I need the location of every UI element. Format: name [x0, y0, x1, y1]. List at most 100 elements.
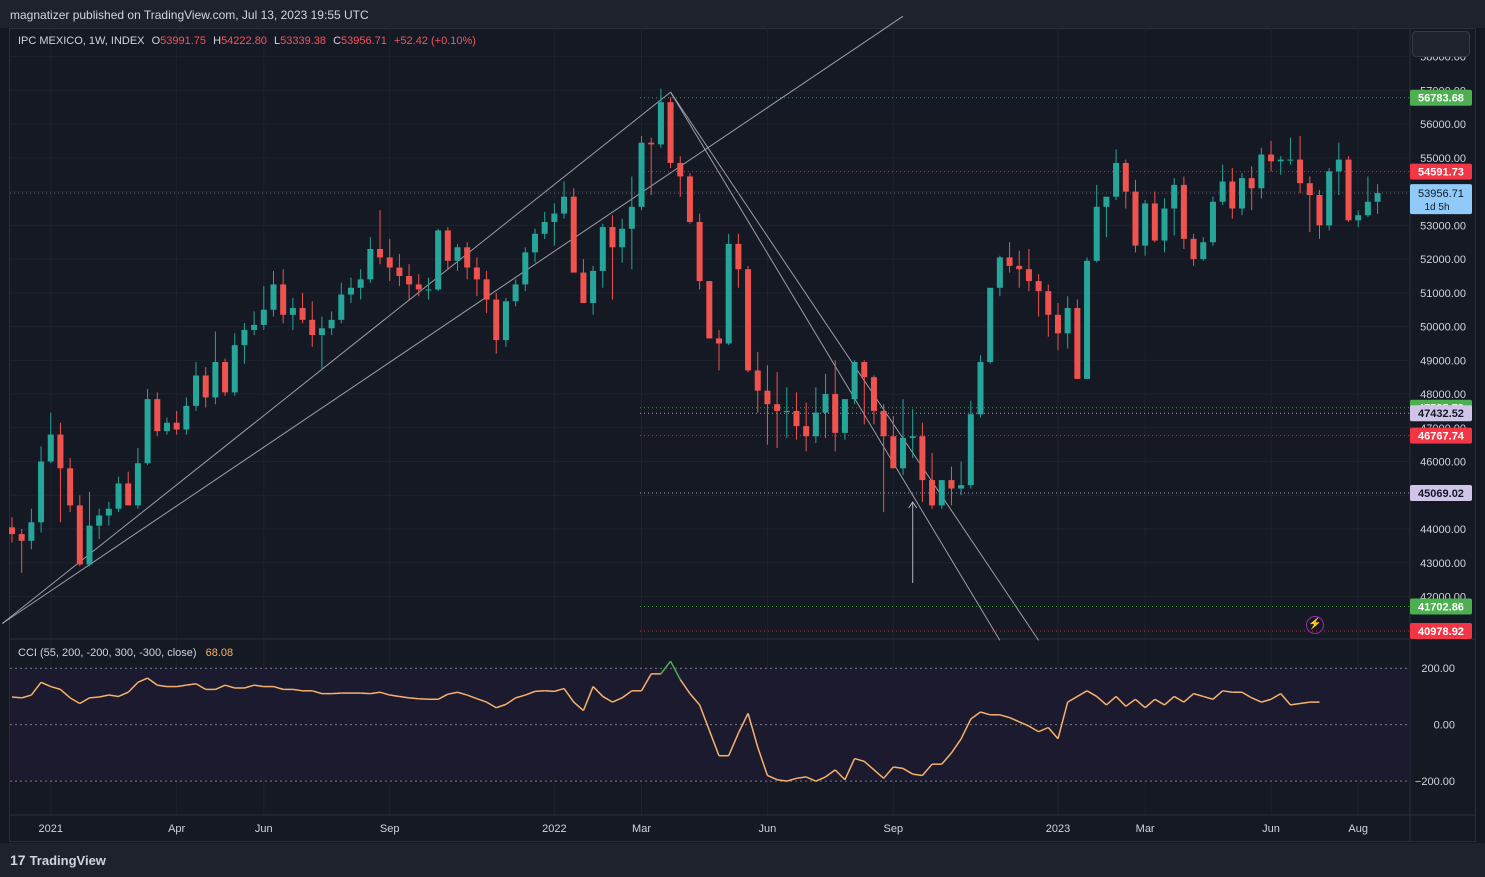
price-tick-label: 50000.00 [1420, 322, 1466, 334]
price-tick-label: 43000.00 [1420, 558, 1466, 570]
candle-body [454, 247, 461, 261]
candle-body [502, 301, 509, 341]
candle-body [1287, 159, 1294, 161]
candle-body [357, 279, 364, 288]
time-tick-label: 2021 [38, 823, 62, 835]
cci-value: 68.08 [205, 647, 234, 659]
time-tick-label: Sep [884, 823, 904, 835]
cci-segment [147, 677, 158, 686]
cci-segment [1057, 701, 1069, 739]
candle-body [822, 394, 829, 413]
cci-segment [69, 697, 81, 705]
cci-segment [99, 694, 109, 698]
cci-segment [1222, 690, 1233, 693]
candle-body [309, 319, 316, 336]
price-tick-label: 56000.00 [1420, 119, 1466, 131]
candle-body [1374, 193, 1381, 202]
cci-segment [640, 673, 652, 692]
cci-segment [224, 684, 235, 689]
candle-body [1277, 159, 1284, 162]
cci-segment [796, 776, 807, 780]
candle-body [396, 267, 403, 276]
cci-segment [573, 701, 584, 712]
cci-segment [669, 660, 681, 680]
candle-body [531, 233, 538, 253]
candle-body [551, 213, 558, 222]
candle-body [144, 399, 151, 464]
candle-body [115, 483, 122, 509]
candle-body [1219, 181, 1226, 202]
price-badge [1410, 484, 1472, 501]
cci-segment [486, 701, 497, 709]
price-tick-label: 51000.00 [1420, 288, 1466, 300]
candle-body [183, 405, 190, 430]
candle-body [1200, 242, 1207, 260]
candle-body [57, 434, 64, 469]
cci-segment [1290, 702, 1301, 706]
candle-body [1006, 257, 1013, 266]
cci-segment [1193, 692, 1204, 698]
cci-segment [960, 718, 972, 740]
price-tick-label: 48000.00 [1420, 389, 1466, 401]
candle-body [1142, 203, 1149, 246]
candle-body [648, 142, 655, 145]
candle-body [173, 422, 180, 430]
cci-segment [728, 732, 740, 757]
cci-segment [137, 677, 148, 684]
price-badge-text: 56783.68 [1418, 93, 1464, 105]
cci-segment [660, 660, 672, 675]
candle-body [1074, 308, 1081, 379]
price-badge [1410, 622, 1472, 639]
cci-segment [1028, 725, 1039, 733]
cci-segment [1183, 693, 1195, 703]
cci-segment [389, 694, 400, 698]
symbol-legend[interactable]: IPC MEXICO, 1W, INDEX O53991.75 H54222.8… [18, 35, 476, 47]
cci-segment [970, 711, 981, 720]
candle-body [561, 196, 568, 214]
candle-body [1355, 215, 1362, 221]
cci-segment [59, 688, 71, 699]
cci-segment [476, 698, 487, 703]
candle-body [1122, 162, 1129, 192]
cci-segment [854, 757, 865, 763]
candle-body [251, 324, 258, 330]
candle-body [222, 362, 229, 393]
cci-legend[interactable]: CCI (55, 200, -200, 300, -300, close) 68… [18, 647, 233, 659]
candle-body [28, 522, 35, 541]
candle-body [1316, 195, 1323, 226]
lightning-icon[interactable]: ⚡ [1306, 616, 1324, 634]
candle-body [570, 196, 577, 273]
candle-body [745, 269, 752, 371]
candle-body [338, 294, 345, 320]
candle-body [1345, 159, 1352, 221]
cci-segment [612, 697, 623, 703]
candle-body [958, 485, 965, 489]
cci-segment [873, 769, 885, 779]
cci-segment [737, 713, 749, 734]
cci-segment [805, 776, 817, 782]
candle-body [580, 272, 587, 303]
cci-segment [418, 697, 429, 701]
candle-body [318, 328, 325, 336]
candle-body [67, 468, 74, 506]
close-label: C [333, 35, 342, 47]
cci-segment [1067, 695, 1078, 703]
price-labels: 56783.6854591.7347595.7947432.5246767.74… [1410, 89, 1472, 639]
cci-segment [1299, 701, 1310, 705]
candle-body [735, 243, 742, 270]
candle-body [464, 247, 471, 268]
candle-body [406, 275, 413, 285]
cci-segment [582, 686, 594, 711]
cci-segment [312, 690, 323, 695]
cci-segment [89, 696, 100, 699]
chart-settings-button[interactable] [1412, 31, 1470, 57]
candle-body [1335, 159, 1342, 172]
cci-segment [1076, 690, 1088, 698]
candle-body [1209, 201, 1216, 243]
candle-body [154, 399, 161, 432]
candle-body [541, 221, 548, 234]
tradingview-logo[interactable]: 17 TradingView [10, 852, 106, 868]
candle-body [1238, 178, 1245, 209]
price-tick-label: 44000.00 [1420, 524, 1466, 536]
